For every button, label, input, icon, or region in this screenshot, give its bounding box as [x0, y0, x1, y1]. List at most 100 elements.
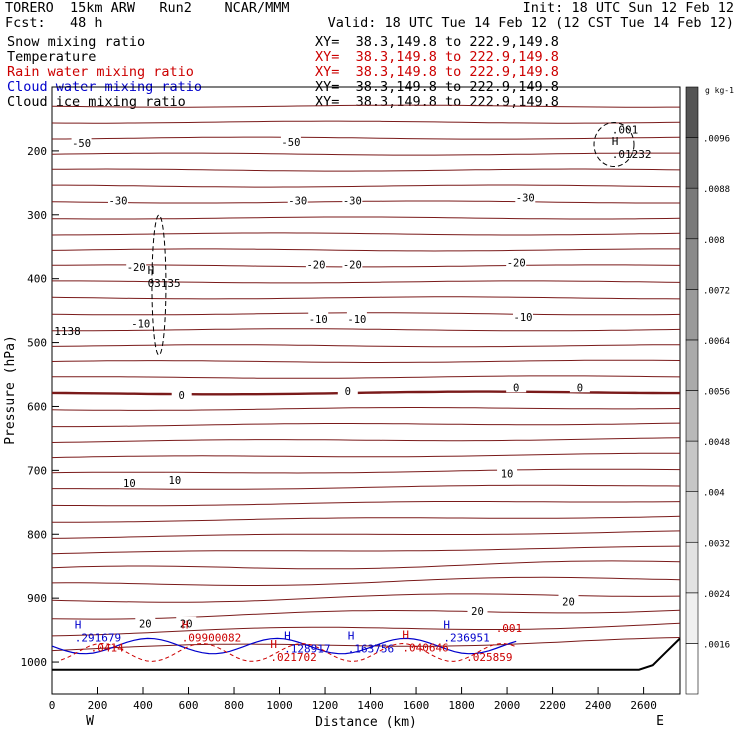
y-tick-label: 600: [27, 400, 47, 413]
isotherm-line: [52, 422, 681, 428]
x-tick-label: 2400: [585, 699, 612, 712]
extremum-value: .0414: [91, 641, 124, 654]
west-label: W: [86, 714, 94, 729]
isotherm-label: -20: [306, 260, 325, 272]
rain-water-contour: [60, 642, 517, 662]
isotherm-label-bg: [305, 257, 326, 270]
header-line2-left: Fcst: 48 h: [5, 15, 103, 31]
isotherm-label: -10: [131, 318, 150, 330]
y-tick-label: 900: [27, 592, 47, 605]
x-tick-label: 1400: [357, 699, 384, 712]
isotherm-line: [51, 609, 681, 620]
isotherm-line: [52, 484, 681, 490]
isotherm-label-bg: [342, 193, 363, 206]
isotherm-label: 0: [179, 390, 185, 402]
y-tick-label: 1000: [21, 656, 48, 669]
extremum-value: .236951: [443, 632, 489, 645]
colorbar-tick-label: .0016: [703, 640, 730, 650]
extremum-marker: H: [402, 628, 409, 641]
x-tick-label: 1200: [312, 699, 339, 712]
isotherm-label-bg: [497, 466, 518, 479]
colorbar-bin: [685, 339, 699, 391]
isotherm-line: [51, 296, 681, 300]
isotherm-line: [52, 136, 681, 140]
colorbar-bin: [685, 440, 699, 492]
y-axis-label: Pressure (hPa): [3, 335, 18, 445]
isotherm-label: -10: [309, 314, 328, 326]
isotherm-label: 10: [169, 475, 182, 487]
isotherm-label: 20: [471, 606, 484, 618]
colorbar-bin: [685, 541, 699, 594]
isotherm-label: 0: [513, 382, 519, 394]
isotherm-label: 20: [562, 596, 575, 608]
isotherm-label-bg: [506, 380, 527, 393]
isotherm-label: -30: [516, 193, 535, 205]
isotherm-label: 0: [577, 382, 583, 394]
colorbar-bin: [685, 238, 699, 290]
y-tick-label: 300: [27, 209, 47, 222]
isotherm-label-bg: [135, 616, 156, 629]
colorbar-tick-label: .0024: [703, 590, 730, 600]
isotherm-label-bg: [126, 260, 147, 273]
isotherm-label-bg: [515, 190, 536, 203]
isotherm-label-bg: [337, 384, 358, 397]
isotherm-line: [51, 576, 681, 586]
extremum-value: .021702: [270, 651, 316, 664]
isotherm-line: [52, 515, 681, 523]
isotherm-line: [51, 104, 680, 108]
colorbar-tick-label: .0072: [703, 286, 730, 296]
isotherm-line: [51, 359, 681, 363]
isotherm-label-bg: [346, 311, 367, 324]
isotherm-line: [51, 452, 681, 459]
isotherm-label: -20: [127, 262, 146, 274]
field-name-2: Rain water mixing ratio: [7, 64, 194, 80]
isotherm-line: [51, 545, 681, 555]
field-name-4: Cloud ice mixing ratio: [7, 94, 186, 110]
x-tick-label: 2600: [630, 699, 657, 712]
x-tick-label: 1600: [403, 699, 430, 712]
colorbar-unit: g kg-1: [705, 86, 734, 95]
colorbar-tick-label: .0048: [703, 438, 730, 448]
colorbar-bin: [685, 137, 699, 189]
colorbar-tick-label: .004: [703, 489, 725, 499]
extremum-value: .01232: [612, 148, 652, 161]
extremum-value: .040646: [402, 641, 448, 654]
x-axis-label: Distance (km): [315, 715, 417, 730]
isotherm-line: [51, 248, 680, 252]
isotherm-label-bg: [71, 136, 92, 149]
colorbar-tick-label: .0096: [703, 135, 730, 145]
isotherm-label-bg: [280, 134, 301, 147]
isotherm-line: [52, 375, 681, 379]
extremum-marker: H: [75, 619, 82, 632]
isotherm-label: -30: [343, 196, 362, 208]
isotherm-label-bg: [558, 594, 579, 607]
extremum-value: .001: [496, 622, 523, 635]
extremum-value: 1138: [54, 325, 80, 338]
y-tick-label: 500: [27, 337, 47, 350]
extremum-marker: H: [270, 638, 277, 651]
colorbar-tick-label: .0088: [703, 185, 730, 195]
extremum-value: .025859: [466, 651, 512, 664]
isotherm-line: [51, 344, 680, 348]
y-tick-label: 700: [27, 464, 47, 477]
plot-frame: [51, 86, 681, 695]
colorbar-bin: [685, 289, 699, 341]
extremum-marker: H: [612, 135, 619, 148]
extremum-value: .001: [612, 124, 639, 137]
isotherm-label-bg: [308, 311, 329, 324]
isotherm-label: -50: [281, 137, 300, 149]
isotherm-label: -10: [514, 312, 533, 324]
colorbar-tick-label: .0064: [703, 337, 730, 347]
cloud-ice-contour: [593, 122, 635, 168]
isotherm-label: 20: [180, 619, 193, 631]
colorbar-bin: [685, 187, 699, 240]
isotherm-label: -20: [343, 260, 362, 272]
colorbar-bin: [685, 592, 699, 644]
isotherm-label-bg: [176, 616, 197, 629]
isotherm-label-bg: [287, 193, 308, 206]
colorbar-bin: [685, 643, 699, 695]
east-label: E: [656, 714, 664, 729]
field-xy-1: XY= 38.3,149.8 to 222.9,149.8: [315, 49, 559, 65]
isotherm-line: [51, 407, 681, 411]
